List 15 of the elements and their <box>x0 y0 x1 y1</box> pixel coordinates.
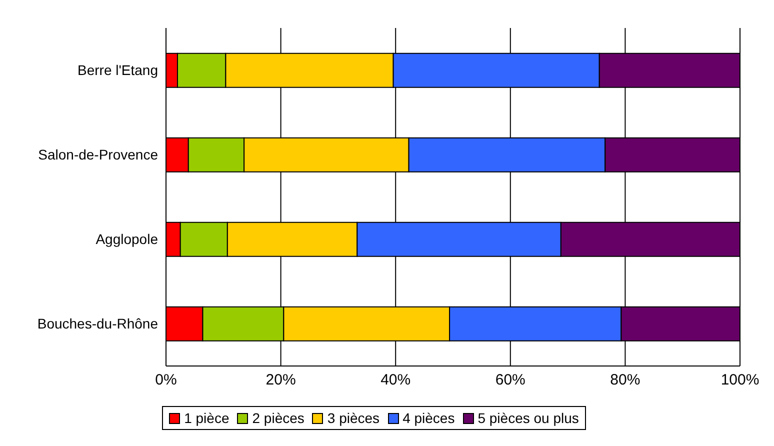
x-tick-label: 60% <box>495 372 526 389</box>
y-tick-label: Bouches-du-Rhône <box>37 316 158 332</box>
x-tick-label: 80% <box>610 372 640 389</box>
y-tick-label: Agglopole <box>96 231 158 248</box>
x-tick-label: 20% <box>266 372 296 389</box>
x-tick-label: 100% <box>720 372 760 389</box>
legend-label: 1 pièce <box>184 410 230 426</box>
x-tick-label: 40% <box>380 372 411 389</box>
legend-label: 4 pièces <box>402 410 455 426</box>
legend-label: 3 pièces <box>327 410 380 426</box>
legend-label: 5 pièces ou plus <box>478 410 579 426</box>
y-tick-label: Salon-de-Provence <box>38 146 158 163</box>
legend-label: 2 pièces <box>252 410 304 426</box>
y-tick-label: Berre l'Etang <box>78 62 158 78</box>
x-tick-label: 0% <box>155 372 177 389</box>
